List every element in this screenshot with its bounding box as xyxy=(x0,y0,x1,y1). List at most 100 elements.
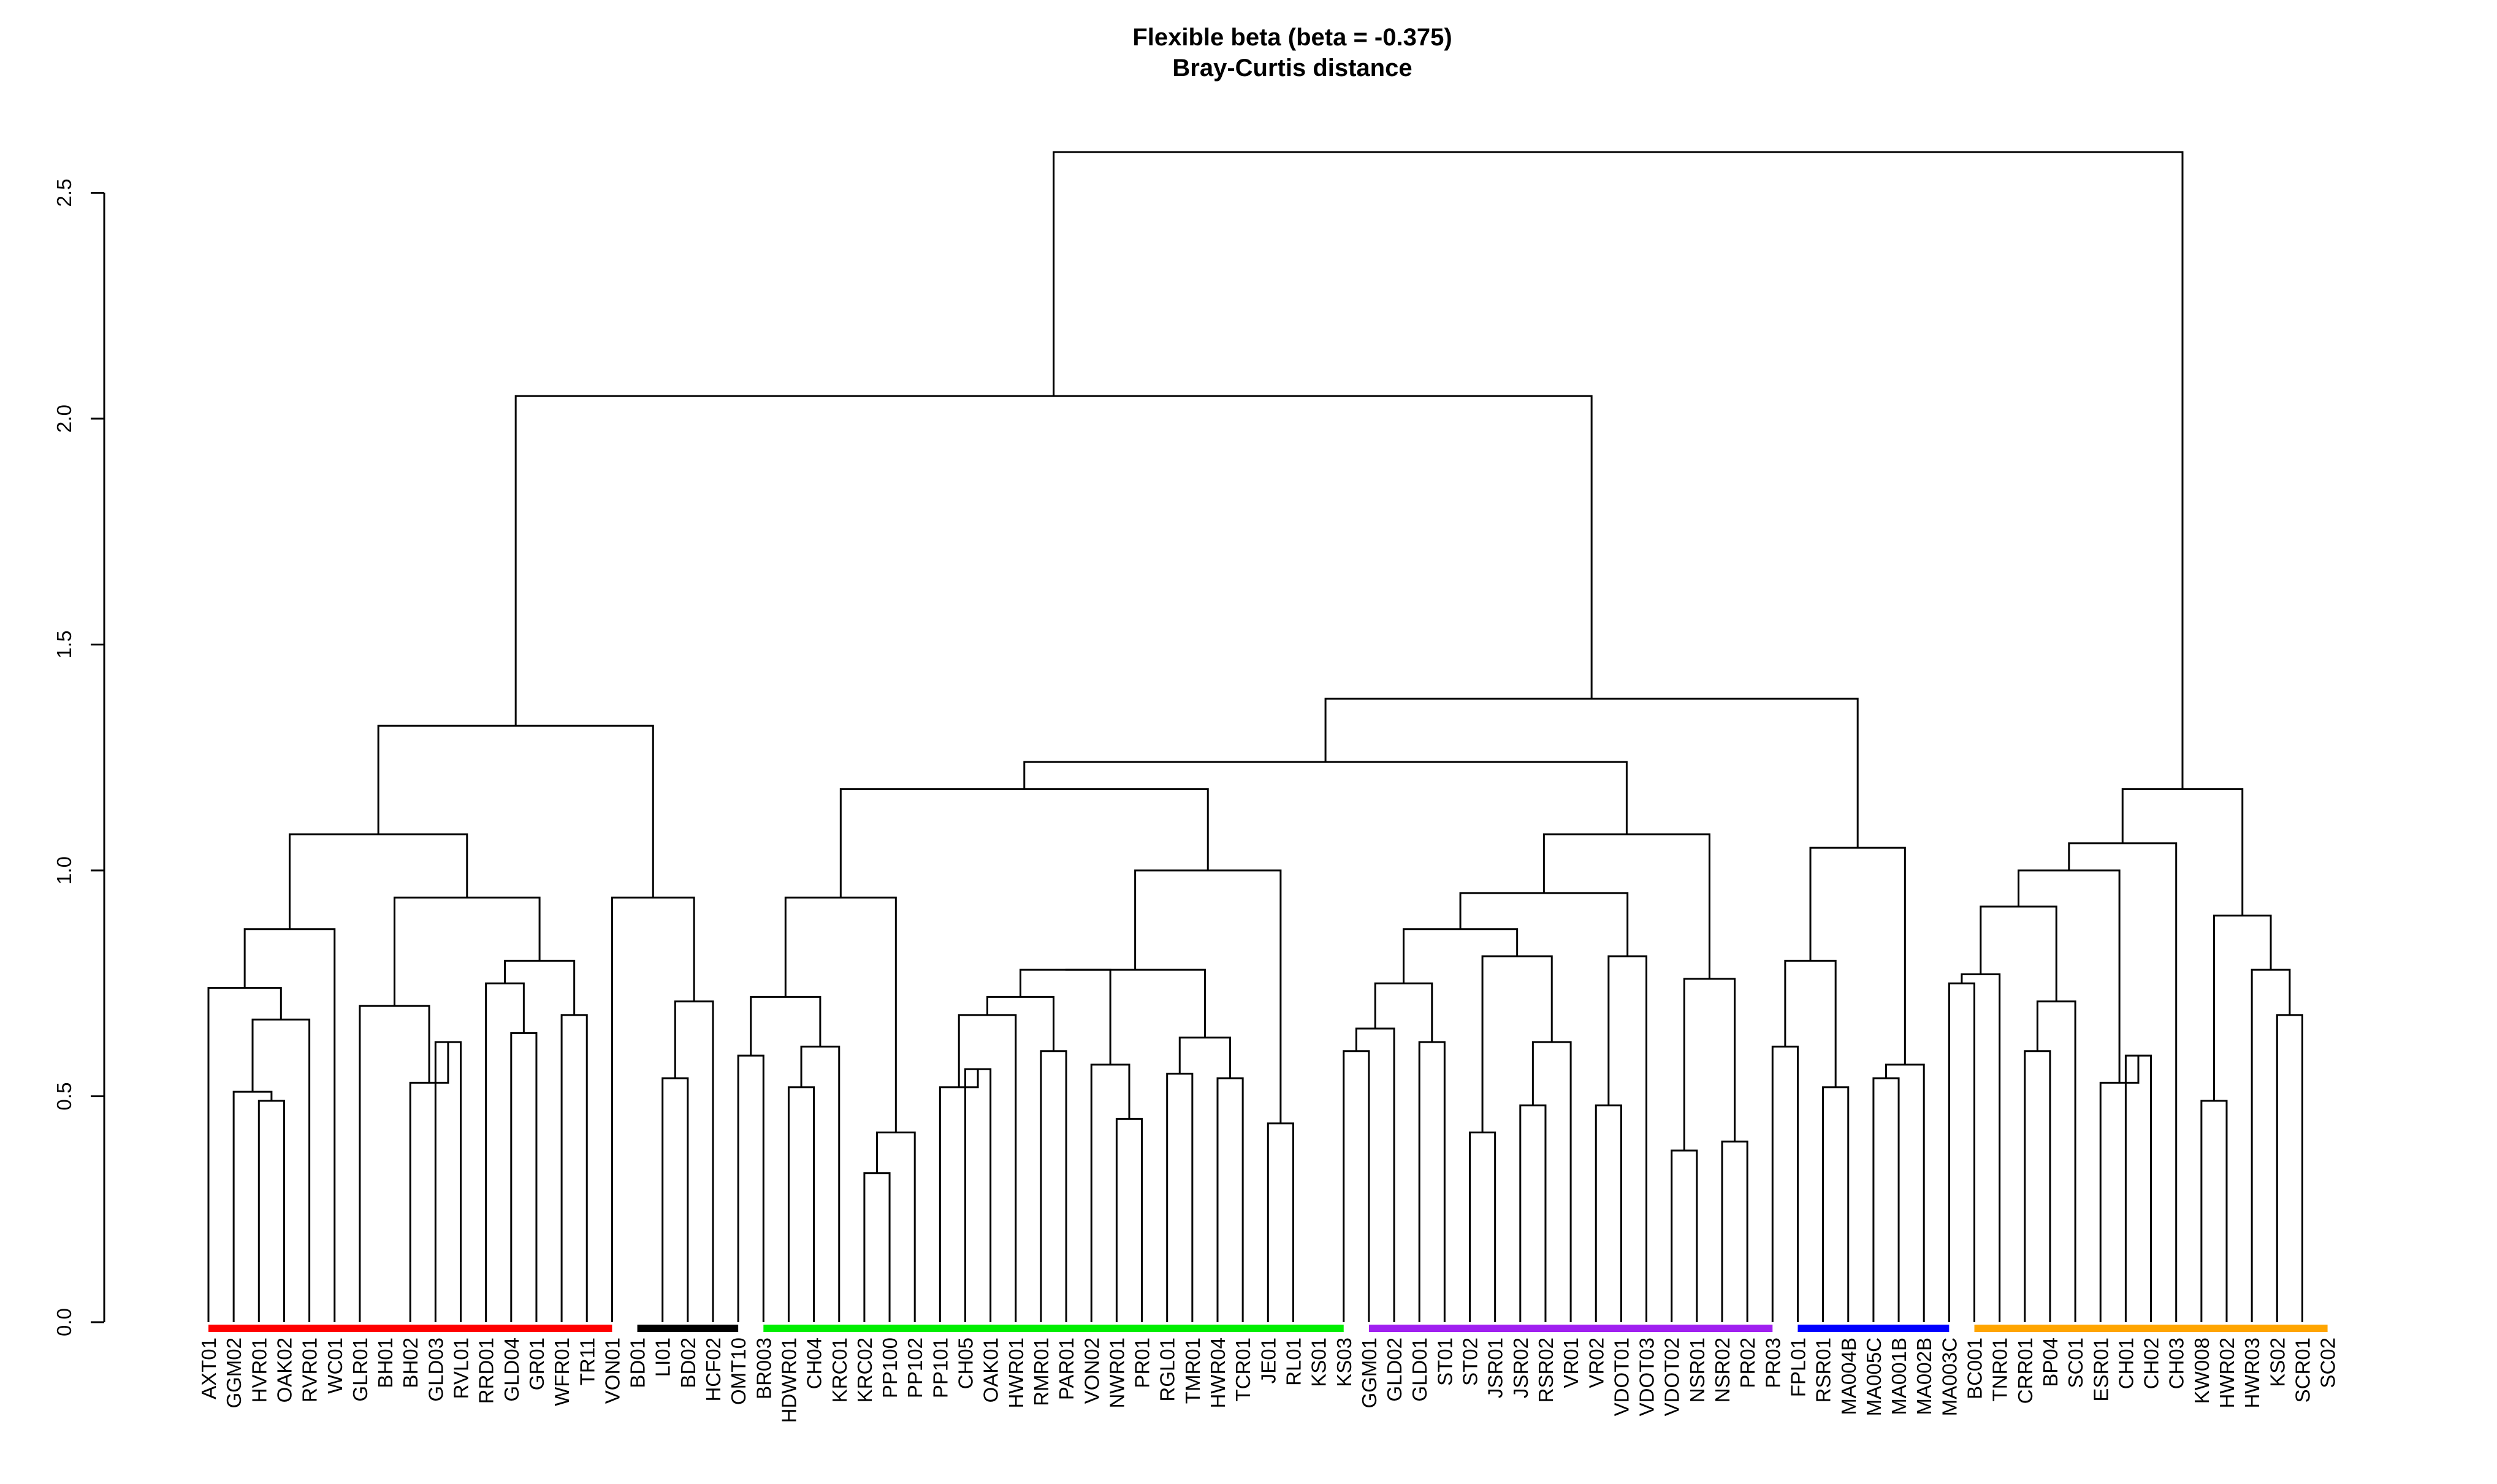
leaf-label: SCR01 xyxy=(2291,1338,2314,1402)
dendrogram-branch xyxy=(1324,698,1859,848)
y-tick-label: 1.5 xyxy=(53,631,75,659)
dendrogram-branch xyxy=(784,896,897,1133)
leaf-label: KRC01 xyxy=(828,1338,851,1402)
leaf-label: BH01 xyxy=(374,1338,397,1388)
leaf-label: MA004B xyxy=(1837,1338,1860,1415)
dendrogram-branch xyxy=(1134,869,1282,1124)
dendrogram-branch xyxy=(787,1086,815,1322)
leaf-label: WFR01 xyxy=(551,1338,573,1406)
dendrogram-branch xyxy=(1216,1077,1244,1322)
dendrogram-branch xyxy=(1178,1037,1232,1079)
dendrogram-branch xyxy=(377,725,654,898)
dendrogram-branch xyxy=(485,982,525,1322)
leaf-label: GGM01 xyxy=(1358,1338,1381,1409)
leaf-label: BH02 xyxy=(399,1338,422,1388)
dendrogram-branch xyxy=(1885,1064,1925,1322)
dendrogram-branch xyxy=(560,1014,588,1322)
leaf-label: BC001 xyxy=(1964,1338,1986,1399)
dendrogram-branch xyxy=(674,1000,714,1322)
dendrogram-branch xyxy=(1065,968,1206,1038)
dendrogram-branch xyxy=(1355,1027,1395,1322)
leaf-label: BD02 xyxy=(677,1338,700,1388)
dendrogram-branch xyxy=(839,788,1209,898)
leaf-label: SC02 xyxy=(2317,1338,2339,1388)
dendrogram-branch xyxy=(1459,892,1629,957)
leaf-label: CH04 xyxy=(803,1338,826,1389)
dendrogram-branch xyxy=(2121,788,2244,916)
dendrogram-branch xyxy=(964,1068,992,1322)
leaf-label: JSR02 xyxy=(1509,1338,1532,1398)
leaf-label: HDWR01 xyxy=(777,1338,800,1423)
leaf-label: BP04 xyxy=(2039,1338,2062,1387)
leaf-label: RVL01 xyxy=(450,1338,473,1399)
dendrogram-branch xyxy=(2099,1056,2140,1322)
dendrogram-branch xyxy=(1809,847,1906,1065)
leaf-label: BR003 xyxy=(752,1338,775,1399)
dendrogram-branch xyxy=(986,995,1055,1051)
dendrogram-branch xyxy=(1671,1149,1698,1322)
leaf-label: GLR01 xyxy=(349,1338,372,1402)
leaf-label: RSR02 xyxy=(1534,1338,1557,1402)
leaf-label: KS01 xyxy=(1308,1338,1330,1387)
dendrogram-branch xyxy=(1822,1086,1850,1322)
leaf-label: FPL01 xyxy=(1786,1338,1809,1397)
leaf-label: OAK01 xyxy=(980,1338,1002,1402)
leaf-label: KS02 xyxy=(2266,1338,2289,1387)
dendrogram-branch xyxy=(1374,982,1433,1043)
leaf-label: WC01 xyxy=(324,1338,346,1394)
leaf-label: RMR01 xyxy=(1030,1338,1053,1406)
leaf-label: MA005C xyxy=(1862,1338,1885,1416)
y-tick-label: 0.0 xyxy=(53,1308,75,1336)
dendrogram-branch xyxy=(1040,1050,1067,1322)
leaf-label: HWR04 xyxy=(1207,1338,1229,1409)
dendrogram-branch xyxy=(1961,973,2001,1322)
dendrogram-branch xyxy=(1784,959,1837,1087)
dendrogram-branch xyxy=(2200,1100,2228,1322)
dendrogram-branch xyxy=(958,1014,1017,1322)
leaf-label: HWR03 xyxy=(2241,1338,2263,1409)
dendrogram-branch xyxy=(1469,1131,1496,1322)
dendrogram-branch xyxy=(514,395,1593,726)
leaf-label: AXT01 xyxy=(197,1338,220,1399)
dendrogram-branch xyxy=(251,1018,311,1322)
leaf-label: TNR01 xyxy=(1989,1338,2011,1402)
dendrogram-branch xyxy=(2124,1054,2152,1322)
leaf-label: KW008 xyxy=(2190,1338,2213,1404)
dendrogram-branch xyxy=(207,987,282,1060)
dendrogram-branch xyxy=(359,1005,430,1322)
dendrogram-branch xyxy=(1980,905,2057,1002)
dendrogram-branch xyxy=(1519,1104,1547,1322)
leaf-label: PP100 xyxy=(879,1338,901,1398)
dendrogram-branch xyxy=(737,1054,764,1322)
leaf-label: CH05 xyxy=(955,1338,977,1389)
dendrogram-branch xyxy=(1115,1117,1143,1322)
dendrogram-branch xyxy=(2213,915,2272,1101)
leaf-label: GLD01 xyxy=(1408,1338,1431,1402)
dendrogram-branch xyxy=(510,1032,538,1322)
leaf-label: RRD01 xyxy=(475,1338,498,1404)
leaf-label: PAR01 xyxy=(1055,1338,1078,1400)
dendrogram-branch xyxy=(434,1041,462,1322)
leaf-label: GLD04 xyxy=(500,1338,523,1402)
leaf-label: SC01 xyxy=(2064,1338,2087,1388)
leaf-label: HWR02 xyxy=(2216,1338,2238,1409)
leaf-label: TMR01 xyxy=(1181,1338,1204,1404)
leaf-label: LI01 xyxy=(652,1338,674,1377)
dendrogram-branch xyxy=(1267,1122,1294,1322)
leaf-label: VR01 xyxy=(1560,1338,1582,1388)
dendrogram-branch xyxy=(1683,978,1736,1151)
dendrogram-branch xyxy=(2024,1050,2051,1322)
chart-subtitle: Bray-Curtis distance xyxy=(1172,55,1412,82)
leaf-label: NWR01 xyxy=(1105,1338,1128,1409)
dendrogram-branch xyxy=(1166,1073,1194,1322)
leaf-label: TR11 xyxy=(576,1338,598,1385)
leaf-label: PR02 xyxy=(1736,1338,1759,1388)
leaf-label: NSR01 xyxy=(1686,1338,1709,1402)
chart-title: Flexible beta (beta = -0.375) xyxy=(1132,24,1452,51)
dendrogram-branch xyxy=(1948,982,1975,1322)
leaf-label: RGL01 xyxy=(1156,1338,1179,1402)
leaf-label: VON01 xyxy=(601,1338,623,1404)
leaf-label: PR01 xyxy=(1131,1338,1154,1388)
dendrogram-branch xyxy=(611,896,695,1322)
leaf-label: ST02 xyxy=(1459,1338,1482,1386)
